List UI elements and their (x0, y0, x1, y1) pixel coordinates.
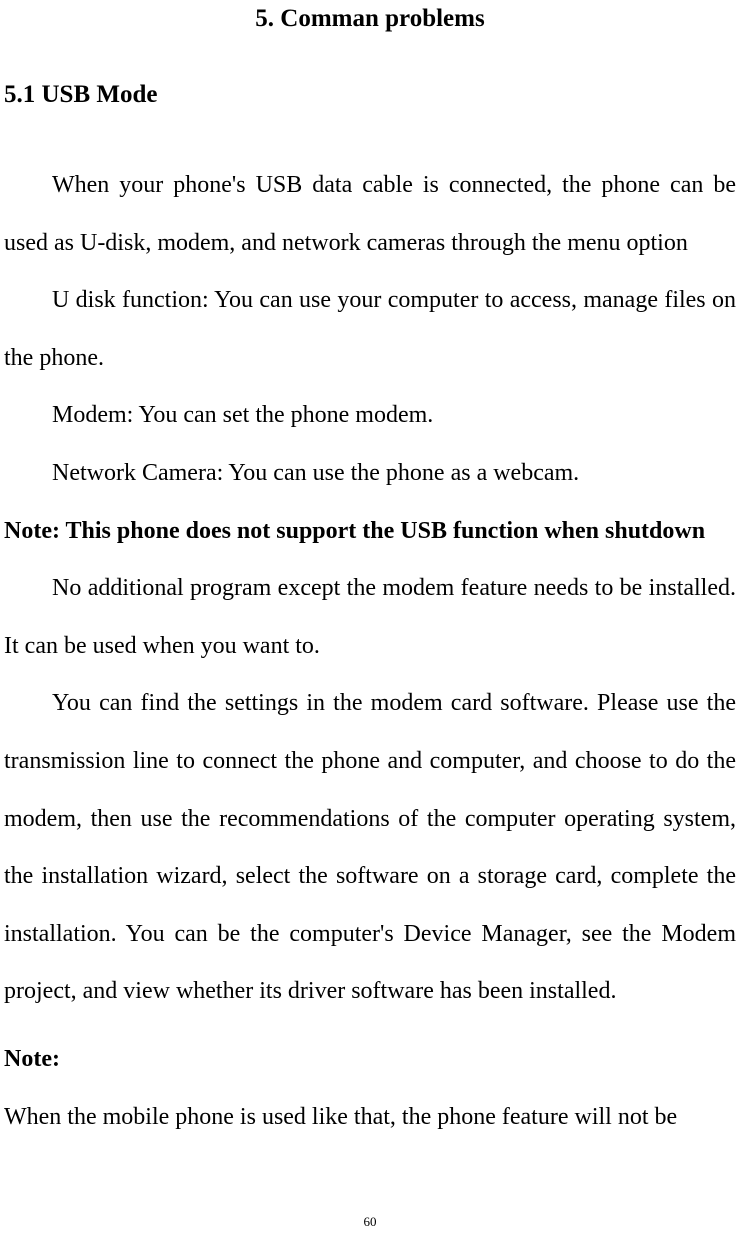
paragraph-6: You can find the settings in the modem c… (4, 675, 736, 1021)
paragraph-3: Modem: You can set the phone modem. (4, 387, 736, 445)
chapter-title: 5. Comman problems (4, 5, 736, 33)
note-heading: Note: (4, 1031, 736, 1089)
page-number: 60 (0, 1214, 740, 1230)
paragraph-2: U disk function: You can use your comput… (4, 272, 736, 387)
bold-note: Note: This phone does not support the US… (4, 503, 736, 561)
paragraph-5: No additional program except the modem f… (4, 560, 736, 675)
paragraph-7: When the mobile phone is used like that,… (4, 1089, 736, 1147)
paragraph-1: When your phone's USB data cable is conn… (4, 157, 736, 272)
section-title: 5.1 USB Mode (4, 81, 736, 109)
paragraph-4: Network Camera: You can use the phone as… (4, 445, 736, 503)
